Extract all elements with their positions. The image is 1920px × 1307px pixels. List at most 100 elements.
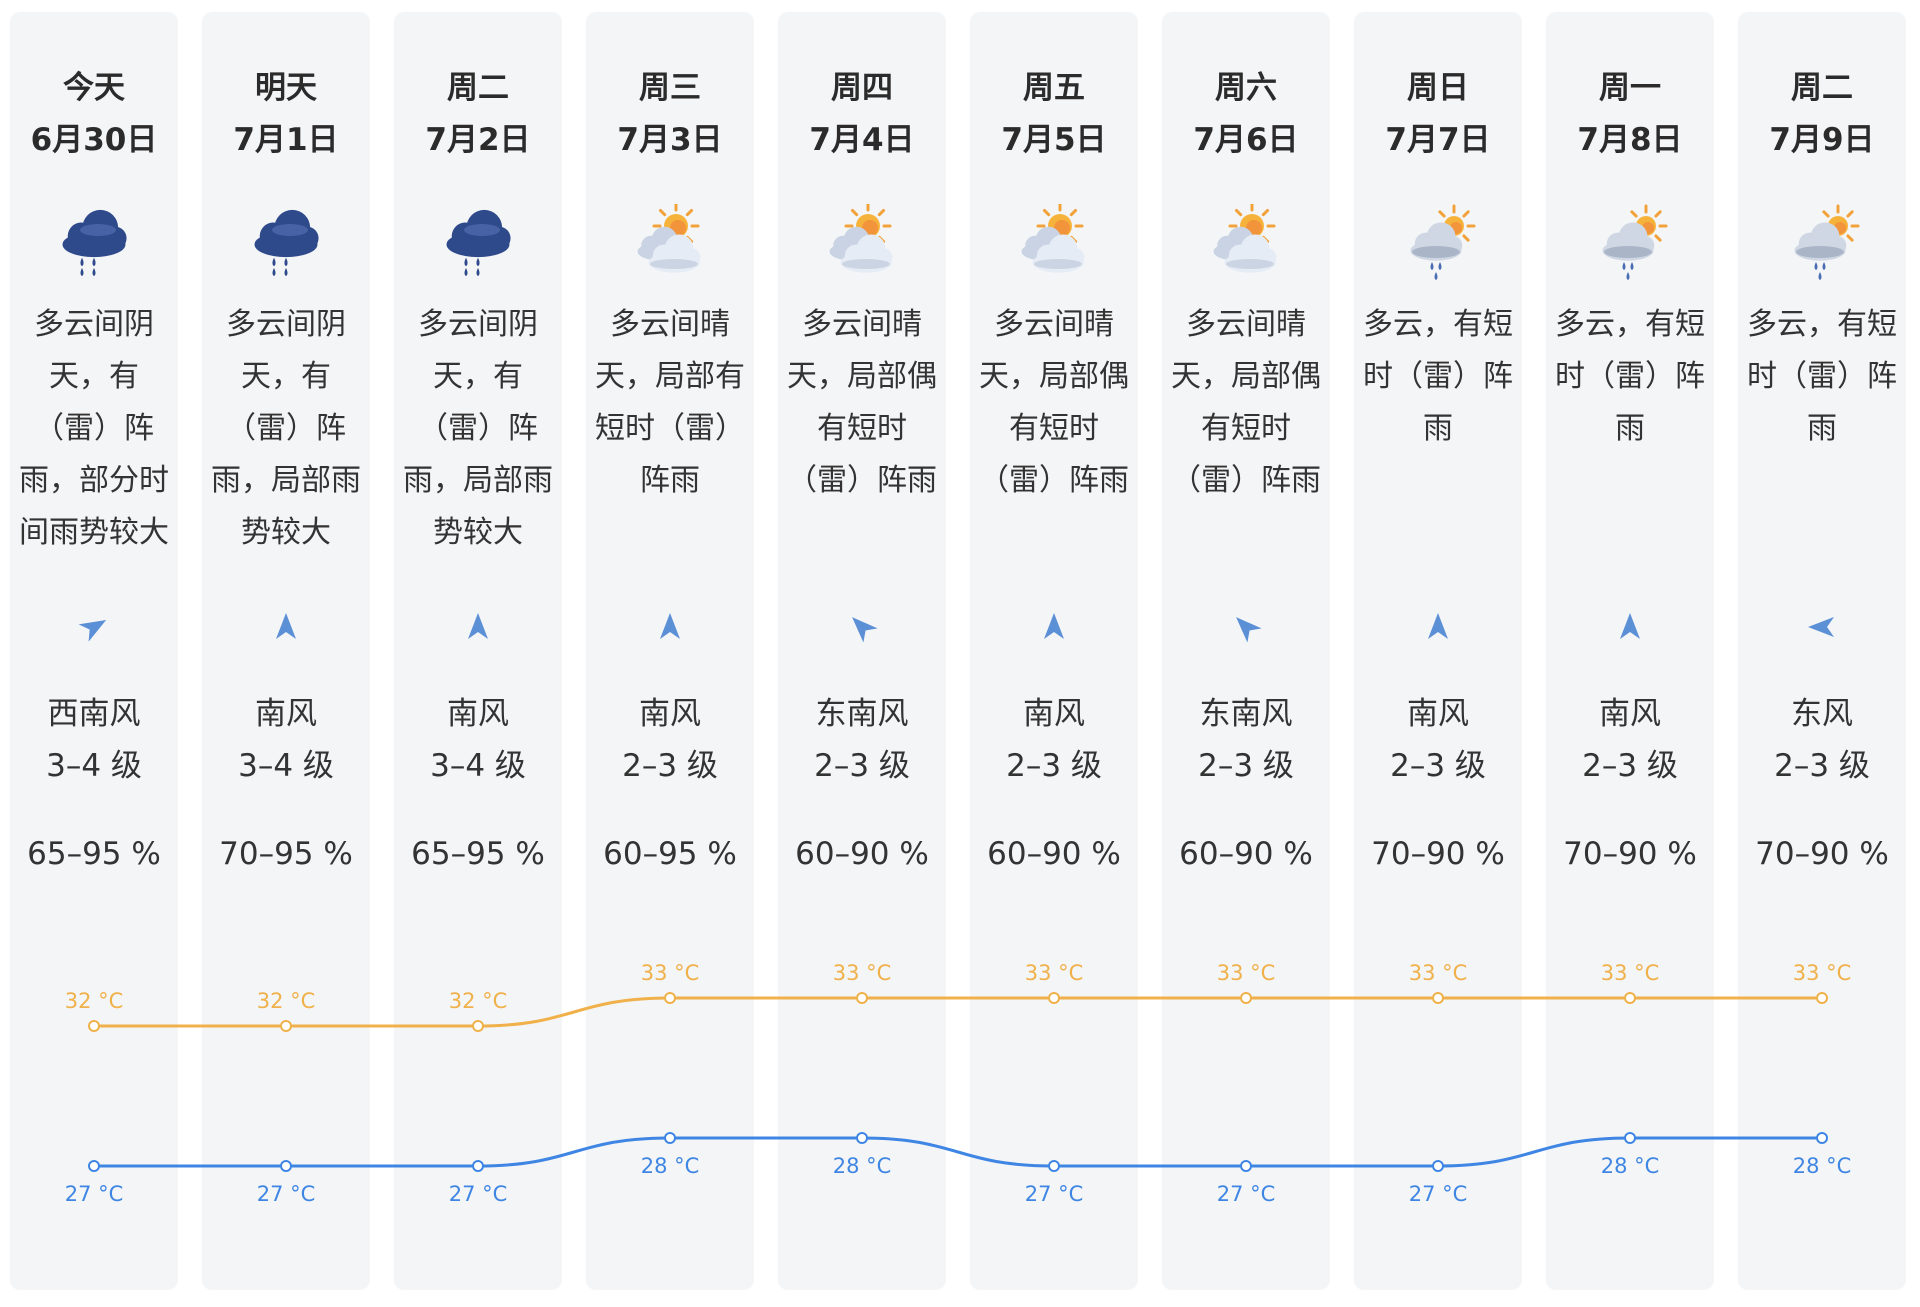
weather-description: 多云间晴 天，局部偶 有短时 （雷）阵雨 [1164,299,1328,507]
weather-description-line: （雷）阵 [418,411,538,446]
weather-description-line: 多云，有短 [1363,307,1513,342]
high-temp-point [280,1020,292,1032]
forecast-day-column: 周日 7月7日 多云，有短 时（雷）阵雨南风 2–3 级 70–90 % [1354,12,1522,1290]
weather-description-line: 天，有 [241,359,331,394]
weather-description-line: 多云间晴 [994,307,1114,342]
low-temp-label: 28 °C [1601,1154,1660,1178]
humidity-range: 70–90 % [1371,836,1505,872]
wind-direction: 南风 [639,696,701,732]
wind-direction: 南风 [1023,696,1085,732]
day-date: 7月5日 [1001,122,1107,158]
weather-description-line: 天，局部偶 [787,359,937,394]
forecast-day-column: 周二 7月2日 多云间阴 天，有 （雷）阵 雨，局部雨 势较大 南风 3–4 级 65–95 % [394,12,562,1290]
weather-description-line: 雨，局部雨 [403,463,553,498]
humidity-range: 60–95 % [603,836,737,872]
high-temp-point [1624,992,1636,1004]
weather-description-line: 有短时 [1009,411,1099,446]
weather-description-line: 时（雷）阵 [1747,359,1897,394]
day-date: 7月1日 [233,122,339,158]
low-temp-point [1624,1132,1636,1144]
day-name: 周六 [1215,70,1277,106]
weather-description-line: 天，局部偶 [979,359,1129,394]
low-temp-label: 28 °C [833,1154,892,1178]
wind-level: 2–3 级 [1390,748,1486,784]
arrow-north-icon [1620,613,1640,639]
forecast-day-column: 周五 7月5日 多云间晴 天，局部偶 有短时 （雷）阵雨 南风 2–3 级 60–90 % [970,12,1138,1290]
weather-description-line: 短时（雷） [595,411,745,446]
high-temp-point [856,992,868,1004]
wind-level: 3–4 级 [430,748,526,784]
weather-description-line: 雨 [1423,411,1453,446]
wind-level: 2–3 级 [1582,748,1678,784]
high-temp-line [94,996,1822,1028]
wind-level: 2–3 级 [1774,748,1870,784]
weather-description-line: 多云间阴 [34,307,154,342]
weather-description-line: 有短时 [1201,411,1291,446]
arrow-north-icon [1044,613,1064,639]
low-temp-label: 27 °C [449,1182,508,1206]
low-temp-point [856,1132,868,1144]
weather-description: 多云，有短 时（雷）阵雨 [1740,299,1904,455]
high-temp-point [472,1020,484,1032]
forecast-day-column: 周二 7月9日 多云，有短 时（雷）阵雨东风 2–3 级 70–90 % [1738,12,1906,1290]
day-name: 周日 [1407,70,1469,106]
forecast-day-column: 今天 6月30日 多云间阴 天，有 （雷）阵 雨，部分时 间雨势较大 西南风 3–4 级 65–9… [10,12,178,1290]
wind-level: 2–3 级 [1198,748,1294,784]
wind-direction: 东南风 [1199,696,1293,732]
weather-description-line: 有短时 [817,411,907,446]
rain-cloud-icon [254,209,319,276]
weather-description-line: 多云，有短 [1555,307,1705,342]
day-date: 7月8日 [1577,122,1683,158]
day-date: 7月3日 [617,122,723,158]
high-temp-point [1240,992,1252,1004]
weather-description-line: 阵雨 [640,463,700,498]
low-temp-point [1816,1132,1828,1144]
high-temp-label: 32 °C [65,989,124,1013]
weather-description-line: （雷）阵雨 [1171,463,1321,498]
low-temp-point [664,1132,676,1144]
day-name: 周二 [447,70,509,106]
arrow-west-icon [1808,617,1834,637]
low-temp-label: 27 °C [1217,1182,1276,1206]
rain-cloud-icon [446,209,511,276]
sun-cloud-icon [1213,204,1277,273]
arrow-northwest-icon [852,617,878,643]
low-temp-point [88,1160,100,1172]
wind-direction: 南风 [1407,696,1469,732]
weather-description-line: 天，局部有 [595,359,745,394]
wind-direction: 东南风 [815,696,909,732]
arrow-north-icon [276,613,296,639]
day-name: 明天 [255,70,317,106]
weather-description-line: 雨 [1615,411,1645,446]
day-date: 7月7日 [1385,122,1491,158]
high-temp-label: 33 °C [1793,961,1852,985]
low-temp-label: 28 °C [1793,1154,1852,1178]
forecast-day-column: 明天 7月1日 多云间阴 天，有 （雷）阵 雨，局部雨 势较大 南风 3–4 级 70–95 % [202,12,370,1290]
wind-direction: 东风 [1791,696,1853,732]
weather-description-line: （雷）阵雨 [979,463,1129,498]
sun-cloud-icon [829,204,893,273]
low-temp-point [1432,1160,1444,1172]
forecast-day-column: 周四 7月4日 多云间晴 天，局部偶 有短时 （雷）阵雨 东南风 2–3 级 60–90 % [778,12,946,1290]
day-name: 周一 [1599,70,1661,106]
weather-description-line: 间雨势较大 [19,515,169,550]
low-temp-label: 27 °C [257,1182,316,1206]
humidity-range: 60–90 % [1179,836,1313,872]
weather-description-line: 雨 [1807,411,1837,446]
high-temp-point [1816,992,1828,1004]
day-date: 7月4日 [809,122,915,158]
day-name: 今天 [63,70,125,106]
humidity-range: 60–90 % [987,836,1121,872]
wind-level: 2–3 级 [622,748,718,784]
sun-cloud-icon [637,204,701,273]
day-date: 7月6日 [1193,122,1299,158]
low-temp-label: 27 °C [1409,1182,1468,1206]
humidity-range: 65–95 % [411,836,545,872]
high-temp-label: 33 °C [641,961,700,985]
humidity-range: 70–90 % [1563,836,1697,872]
rain-cloud-icon [62,209,127,276]
humidity-range: 65–95 % [27,836,161,872]
high-temp-point [88,1020,100,1032]
low-temp-point [280,1160,292,1172]
